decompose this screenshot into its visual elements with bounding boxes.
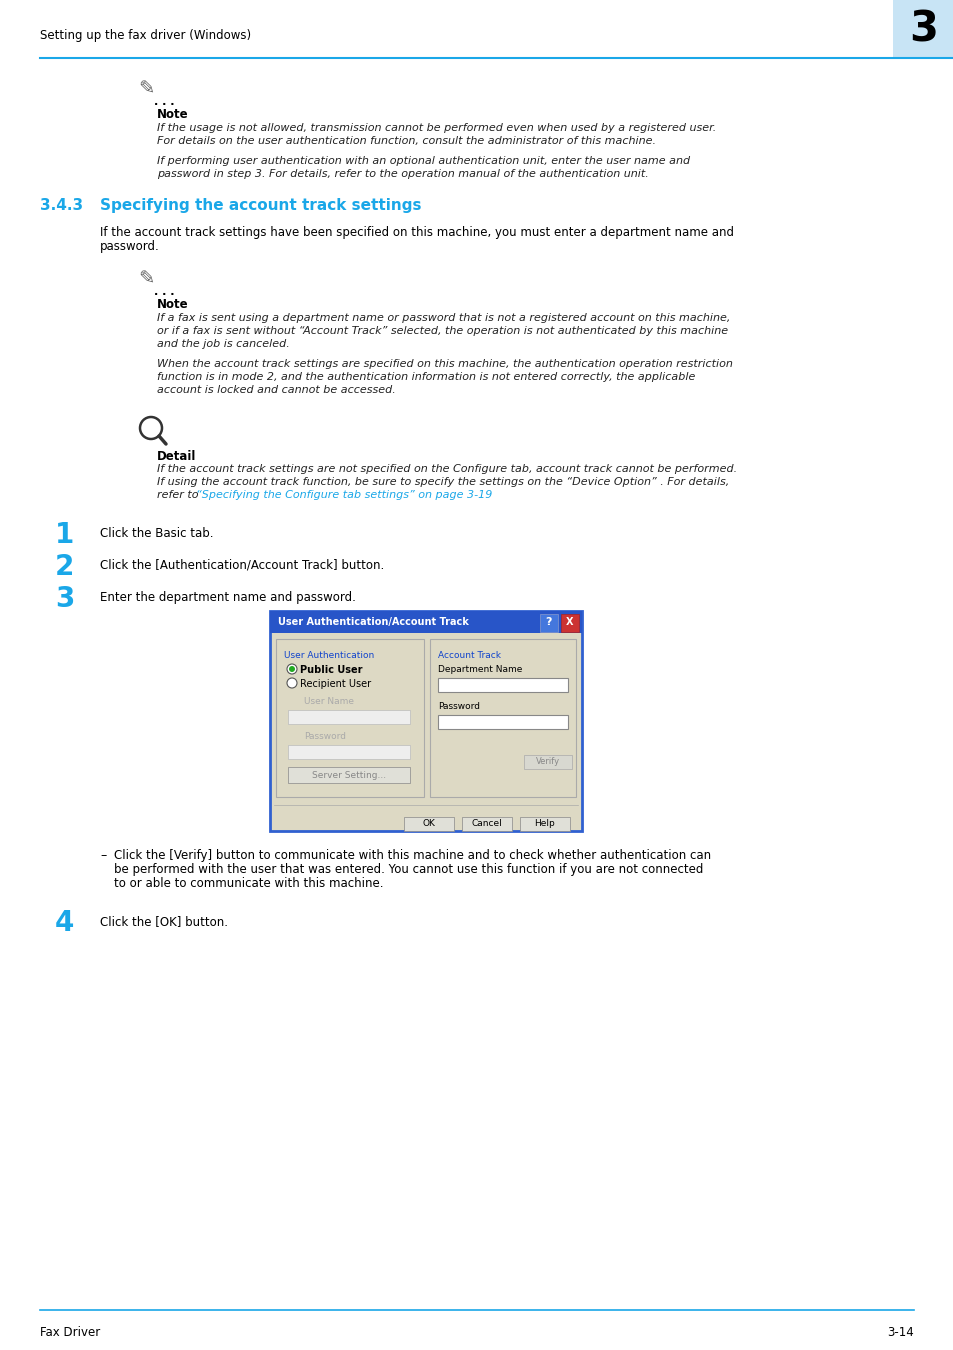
Text: password.: password. [100, 240, 159, 252]
Bar [288, 710, 410, 724]
Text: Verify: Verify [536, 757, 559, 767]
Text: password in step 3. For details, refer to the operation manual of the authentica: password in step 3. For details, refer t… [157, 169, 648, 180]
Text: Note: Note [157, 108, 189, 122]
Text: Setting up the fax driver (Windows): Setting up the fax driver (Windows) [40, 30, 251, 42]
Text: If using the account track function, be sure to specify the settings on the “Dev: If using the account track function, be … [157, 477, 728, 487]
Bar [539, 614, 558, 632]
Text: OK: OK [422, 819, 435, 829]
Text: 3: 3 [55, 585, 74, 613]
Text: If performing user authentication with an optional authentication unit, enter th: If performing user authentication with a… [157, 157, 689, 166]
Text: 4: 4 [55, 909, 74, 937]
Circle shape [289, 666, 294, 672]
Bar [270, 612, 581, 633]
Text: refer to: refer to [157, 490, 202, 500]
Bar [461, 817, 512, 832]
Text: Password: Password [437, 702, 479, 711]
Bar [430, 639, 576, 796]
Text: or if a fax is sent without “Account Track” selected, the operation is not authe: or if a fax is sent without “Account Tra… [157, 325, 727, 336]
Text: If the account track settings are not specified on the Configure tab, account tr: If the account track settings are not sp… [157, 464, 737, 474]
Circle shape [287, 678, 296, 688]
Text: If a fax is sent using a department name or password that is not a registered ac: If a fax is sent using a department name… [157, 313, 730, 323]
Text: Detail: Detail [157, 450, 196, 463]
Bar [275, 639, 423, 796]
Text: When the account track settings are specified on this machine, the authenticatio: When the account track settings are spec… [157, 359, 732, 369]
Bar [523, 755, 572, 770]
Text: ✎: ✎ [138, 80, 154, 99]
Text: 3.4.3: 3.4.3 [40, 198, 83, 213]
Bar [437, 716, 567, 729]
Text: to or able to communicate with this machine.: to or able to communicate with this mach… [113, 878, 383, 890]
Bar [892, 0, 953, 58]
Text: . . .: . . . [153, 288, 174, 297]
Text: account is locked and cannot be accessed.: account is locked and cannot be accessed… [157, 385, 395, 396]
Text: Server Setting...: Server Setting... [312, 771, 386, 779]
Text: Account Track: Account Track [437, 651, 500, 660]
Text: Specifying the account track settings: Specifying the account track settings [100, 198, 421, 213]
Text: “Specifying the Configure tab settings” on page 3-19: “Specifying the Configure tab settings” … [195, 490, 492, 500]
Bar [270, 612, 581, 832]
Bar [288, 745, 410, 759]
Text: 1: 1 [55, 521, 74, 549]
Text: Help: Help [534, 819, 555, 829]
Text: . . .: . . . [153, 97, 174, 107]
Text: Department Name: Department Name [437, 666, 522, 674]
Text: function is in mode 2, and the authentication information is not entered correct: function is in mode 2, and the authentic… [157, 373, 695, 382]
Text: ?: ? [545, 617, 552, 626]
Text: Click the [Verify] button to communicate with this machine and to check whether : Click the [Verify] button to communicate… [113, 849, 710, 863]
Text: User Authentication: User Authentication [284, 651, 374, 660]
Bar [437, 678, 567, 693]
Text: ✎: ✎ [138, 270, 154, 289]
Text: Fax Driver: Fax Driver [40, 1326, 100, 1339]
Text: Cancel: Cancel [471, 819, 502, 829]
Text: Recipient User: Recipient User [299, 679, 371, 688]
Text: Enter the department name and password.: Enter the department name and password. [100, 591, 355, 603]
Bar [519, 817, 569, 832]
Text: Click the [Authentication/Account Track] button.: Click the [Authentication/Account Track]… [100, 559, 384, 572]
Text: 3-14: 3-14 [886, 1326, 913, 1339]
Text: Click the Basic tab.: Click the Basic tab. [100, 526, 213, 540]
Text: be performed with the user that was entered. You cannot use this function if you: be performed with the user that was ente… [113, 863, 702, 876]
Text: If the usage is not allowed, transmission cannot be performed even when used by : If the usage is not allowed, transmissio… [157, 123, 716, 134]
Text: Click the [OK] button.: Click the [OK] button. [100, 915, 228, 927]
Text: 2: 2 [55, 554, 74, 580]
Text: 3: 3 [908, 8, 938, 50]
Text: For details on the user authentication function, consult the administrator of th: For details on the user authentication f… [157, 136, 656, 146]
Bar [288, 767, 410, 783]
Text: Note: Note [157, 298, 189, 311]
Circle shape [287, 664, 296, 674]
Text: Public User: Public User [299, 666, 362, 675]
Bar [403, 817, 454, 832]
Text: –: – [100, 849, 106, 863]
Text: If the account track settings have been specified on this machine, you must ente: If the account track settings have been … [100, 225, 733, 239]
Text: and the job is canceled.: and the job is canceled. [157, 339, 290, 350]
Text: Password: Password [304, 732, 346, 741]
Text: User Authentication/Account Track: User Authentication/Account Track [277, 617, 468, 626]
Text: User Name: User Name [304, 697, 354, 706]
Bar [560, 614, 578, 632]
Text: X: X [566, 617, 573, 626]
